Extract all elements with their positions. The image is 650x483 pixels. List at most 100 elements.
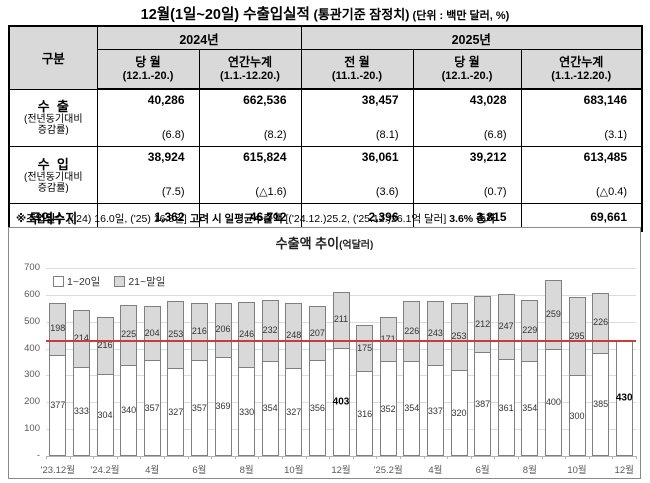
- bar-value-label: 175: [357, 342, 373, 353]
- bar-segment-second-period: [167, 301, 185, 370]
- bar-segment-second-period: [49, 302, 67, 356]
- gridline: [46, 268, 636, 269]
- legend-swatch-white-icon: [53, 276, 64, 287]
- table-cell-value: 38,924: [96, 146, 200, 174]
- year-2025-header: 2025년: [300, 25, 643, 50]
- export-trend-chart: 수출액 추이(억달러) 1~20일 21~말일 - 100 200 300 400 500…: [8, 227, 641, 479]
- row-sublabel: 증감률): [37, 182, 69, 194]
- table-cell-rate: (△0.4): [520, 174, 643, 204]
- footnote-segment: [('24) 16.0일, ('25) 16.5일]: [67, 213, 190, 225]
- bar-value-label: 259: [545, 308, 561, 319]
- bar-value-label: 225: [121, 329, 137, 340]
- legend-item-second-period: 21~말일: [114, 274, 165, 289]
- x-axis-label: 4월: [145, 465, 160, 476]
- bar-value-label: 232: [262, 324, 278, 335]
- row-label-cell: 수 출 (전년동기대비 증감률): [8, 88, 98, 147]
- bar-segment-second-period: [285, 302, 303, 370]
- x-axis-tick: [329, 456, 331, 459]
- bar-value-label: 229: [522, 325, 538, 336]
- x-axis-tick: [636, 456, 637, 459]
- bar-segment-second-period: [214, 302, 232, 358]
- x-axis-tick: [565, 456, 567, 459]
- bar-value-label: 361: [498, 402, 514, 413]
- bar-segment-second-period: [474, 296, 492, 354]
- bar-value-label: 430: [615, 392, 633, 404]
- x-axis-tick: [305, 456, 307, 459]
- legend-label-first: 1~20일: [67, 276, 101, 288]
- footnote: ※조업일수 [('24) 16.0일, ('25) 16.5일] 고려 시 일평…: [16, 211, 495, 226]
- bar-value-label: 247: [498, 320, 514, 331]
- bar-value-label: 316: [357, 408, 373, 419]
- table-cell-rate: (△1.6): [198, 174, 302, 204]
- bar-value-label: 352: [380, 403, 396, 414]
- table-cell-rate: (3.6): [300, 174, 414, 204]
- row-sublabel: 증감률): [37, 125, 69, 137]
- x-axis-tick: [400, 456, 401, 459]
- chart-title-unit: (억달러): [339, 240, 374, 251]
- y-axis-label: -: [36, 450, 40, 461]
- col-header-2024-cumulative: 연간누계 (1.1.-12.20.): [198, 49, 302, 90]
- bar-value-label: 226: [404, 325, 420, 336]
- table-cell-rate: (8.1): [300, 117, 414, 147]
- table-row: (7.5) (△1.6) (3.6) (0.7) (△0.4): [9, 174, 643, 204]
- table-cell-rate: (8.2): [198, 117, 302, 147]
- table-cell-value: 39,212: [412, 146, 522, 174]
- y-axis-label: 600: [24, 288, 40, 300]
- bar-segment-second-period: [143, 306, 161, 362]
- x-axis-tick: [376, 456, 378, 459]
- x-axis-label: 6월: [475, 465, 490, 476]
- chart-title: 수출액 추이(억달러): [9, 233, 640, 253]
- y-axis-label: 700: [24, 262, 40, 273]
- table-cell-rate: (6.8): [412, 117, 522, 147]
- bar-value-label: 198: [50, 323, 66, 334]
- bar-value-label: 253: [168, 329, 184, 340]
- bar-segment-second-period: [450, 303, 468, 372]
- legend-swatch-gray-icon: [114, 276, 126, 287]
- bar-value-label: 211: [333, 314, 349, 325]
- bar-value-label: 337: [427, 405, 443, 416]
- table-cell-rate: (3.1): [520, 117, 643, 147]
- bar-value-label: 226: [593, 317, 609, 328]
- x-axis-tick: [211, 456, 213, 459]
- x-axis-tick: [187, 456, 189, 459]
- table-cell-value: 69,661: [520, 203, 643, 232]
- legend-item-first-period: 1~20일: [53, 274, 100, 289]
- legend-label-second: 21~말일: [128, 276, 166, 288]
- bar-value-label: 253: [451, 331, 467, 342]
- x-axis-label: '23.12월: [40, 465, 75, 476]
- x-axis-label: 8월: [522, 465, 537, 476]
- table-cell-value: 683,146: [520, 88, 643, 117]
- bar-value-label: 243: [427, 327, 443, 338]
- x-axis-tick: [494, 456, 496, 459]
- bar-value-label: 330: [239, 406, 255, 417]
- x-axis-label: 8월: [239, 465, 254, 476]
- table-row: 무역수지 1,362 46,712 2,396 3,815 69,661: [8, 203, 643, 232]
- bar-value-label: 207: [309, 327, 325, 338]
- footnote-segment: 3.6% 증가: [449, 213, 496, 225]
- bar-value-label: 204: [144, 327, 160, 338]
- table-cell-value: 613,485: [520, 146, 643, 174]
- bar-value-label: 206: [215, 324, 231, 335]
- table-body: 수 출 (전년동기대비 증감률) 40,286 662,536 38,457 43,028 6…: [8, 88, 643, 232]
- bar-value-label: 333: [73, 406, 89, 417]
- title-main: 12월(1일~20일) 수출입실적: [140, 7, 310, 23]
- x-axis-tick: [470, 456, 472, 459]
- year-2024-header: 2024년: [96, 25, 302, 50]
- footnote-segment: 고려 시 일평균수출액: [189, 213, 286, 225]
- y-axis-label: 500: [24, 315, 40, 327]
- x-axis-label: 12월: [614, 465, 634, 476]
- table-cell-value: 36,061: [300, 146, 414, 174]
- x-axis-label: '25.2월: [373, 465, 403, 476]
- bar-segment-second-period: [261, 299, 279, 362]
- bar-value-label: 403: [332, 396, 350, 408]
- x-axis-label: 12월: [331, 465, 351, 476]
- x-axis-tick: [423, 456, 425, 459]
- bar-value-label: 340: [121, 405, 137, 416]
- bar-segment-second-period: [356, 325, 374, 373]
- x-axis-tick: [164, 456, 165, 459]
- y-axis-label: 300: [24, 369, 40, 381]
- col-header-2025-cumulative: 연간누계 (1.1.-12.20.): [520, 49, 643, 90]
- table-cell-value: 38,457: [300, 88, 414, 117]
- bar-segment-second-period: [96, 317, 114, 376]
- table-cell-value: 662,536: [198, 88, 302, 117]
